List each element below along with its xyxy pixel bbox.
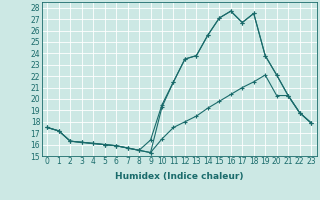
X-axis label: Humidex (Indice chaleur): Humidex (Indice chaleur)	[115, 172, 244, 181]
